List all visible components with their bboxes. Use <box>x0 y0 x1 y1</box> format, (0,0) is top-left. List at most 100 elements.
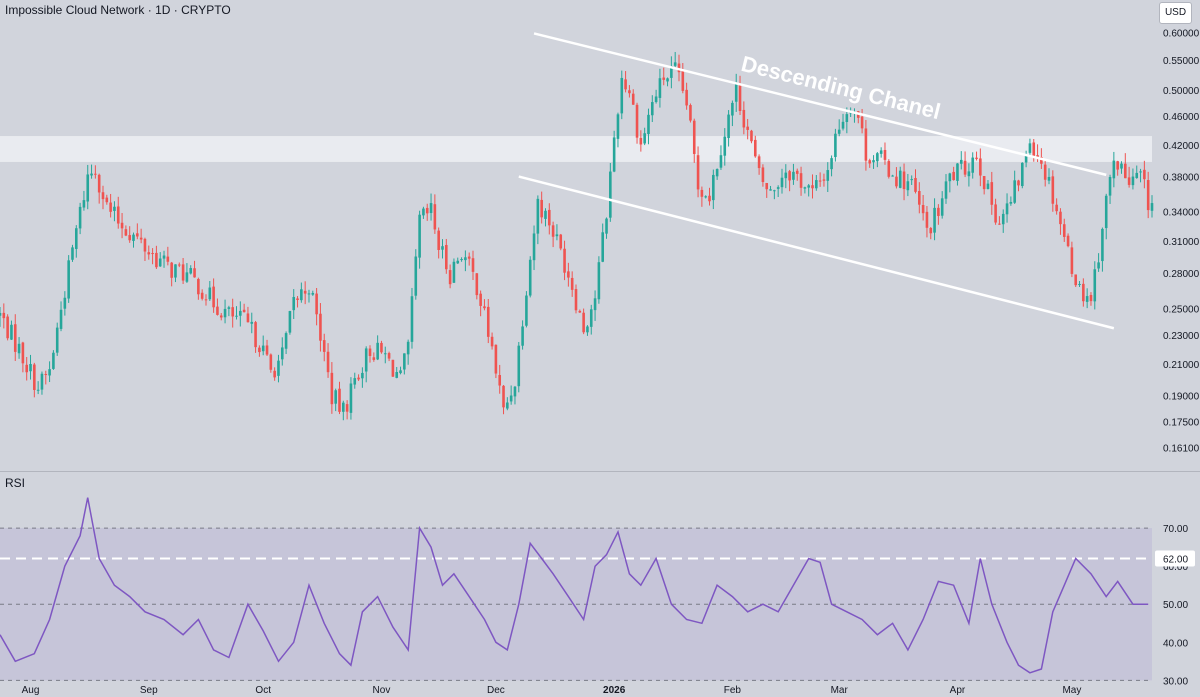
candle <box>437 230 440 250</box>
candle <box>532 233 536 261</box>
candle <box>548 209 551 226</box>
candle <box>822 179 826 181</box>
candle <box>1021 162 1024 187</box>
candle <box>1093 269 1097 302</box>
candle <box>624 79 627 90</box>
candle <box>731 102 734 116</box>
candle <box>36 389 40 391</box>
channel-annotation[interactable]: Descending Chanel <box>739 51 943 124</box>
candle <box>563 248 566 273</box>
candle <box>166 256 170 262</box>
candle <box>834 133 837 158</box>
candle <box>643 133 646 144</box>
candle <box>315 293 318 315</box>
candle <box>921 205 925 214</box>
candle <box>750 130 753 142</box>
candle <box>868 160 872 164</box>
candle <box>631 93 635 105</box>
time-tick-label: Aug <box>22 685 40 696</box>
candle <box>55 327 59 353</box>
candle <box>280 347 284 360</box>
candle <box>570 277 574 290</box>
candle <box>116 206 120 224</box>
candle <box>696 155 700 190</box>
candle <box>967 171 971 177</box>
candle <box>826 170 830 181</box>
candle <box>746 126 749 130</box>
candle <box>296 298 299 300</box>
candle <box>860 116 864 129</box>
candle <box>982 176 986 190</box>
candle <box>368 348 372 356</box>
candle <box>719 155 723 168</box>
candle <box>528 259 532 296</box>
candle <box>601 232 604 262</box>
candle <box>830 158 833 170</box>
candle <box>414 256 418 296</box>
time-tick-label: Dec <box>487 685 505 696</box>
candle <box>742 109 746 128</box>
candle <box>792 171 795 180</box>
candle <box>128 235 131 241</box>
candle <box>567 271 570 278</box>
candle <box>540 199 543 218</box>
candle <box>460 259 463 261</box>
symbol-header[interactable]: Impossible Cloud Network · 1D · CRYPTO <box>5 3 231 17</box>
candle <box>1013 180 1016 203</box>
candle <box>189 268 193 274</box>
candle <box>559 234 563 249</box>
candle <box>71 247 74 260</box>
candle <box>338 388 341 412</box>
candle <box>109 202 112 212</box>
candle <box>811 185 814 189</box>
price-tick-label: 0.50000 <box>1163 86 1200 97</box>
candle <box>807 185 810 188</box>
candle <box>879 150 883 154</box>
candle <box>1127 177 1131 185</box>
candle <box>86 174 90 202</box>
candle <box>586 326 589 333</box>
candle <box>658 78 662 98</box>
candle <box>681 71 685 91</box>
symbol-name: Impossible Cloud Network <box>5 3 145 17</box>
candle <box>254 322 257 348</box>
rsi-tick-label: 50.00 <box>1163 600 1188 611</box>
channel-lower-line[interactable] <box>518 175 1115 330</box>
candle <box>769 189 772 191</box>
rsi-line <box>0 497 1149 674</box>
rsi-level-label: 62.00 <box>1163 555 1188 566</box>
channel-upper-line[interactable] <box>533 32 1107 177</box>
candle <box>494 344 498 374</box>
candle <box>1097 262 1100 269</box>
candle <box>685 89 688 106</box>
candle <box>227 307 231 309</box>
candle <box>776 187 780 189</box>
rsi-label[interactable]: RSI <box>5 476 26 490</box>
candle <box>319 313 322 341</box>
pane-divider[interactable] <box>0 471 1200 472</box>
currency-button[interactable]: USD <box>1159 2 1192 24</box>
candle <box>1139 171 1142 173</box>
candle <box>513 386 517 397</box>
time-tick-label: Nov <box>373 685 391 696</box>
interval[interactable]: 1D <box>155 3 171 17</box>
candle <box>82 200 86 208</box>
candle <box>13 324 17 352</box>
candle <box>239 310 242 316</box>
candle <box>1101 228 1104 262</box>
resistance-zone <box>0 136 1152 162</box>
candle <box>959 159 963 164</box>
candle <box>452 261 456 283</box>
candle <box>162 255 166 259</box>
candle <box>502 385 505 408</box>
candle <box>525 295 528 326</box>
candle <box>342 402 345 412</box>
candle <box>780 177 784 188</box>
candle <box>193 268 196 278</box>
candle <box>399 370 402 374</box>
rsi-tick-label: 60.00 <box>1163 562 1188 573</box>
candle <box>979 158 982 176</box>
candle <box>1059 211 1062 225</box>
candle <box>90 173 93 176</box>
